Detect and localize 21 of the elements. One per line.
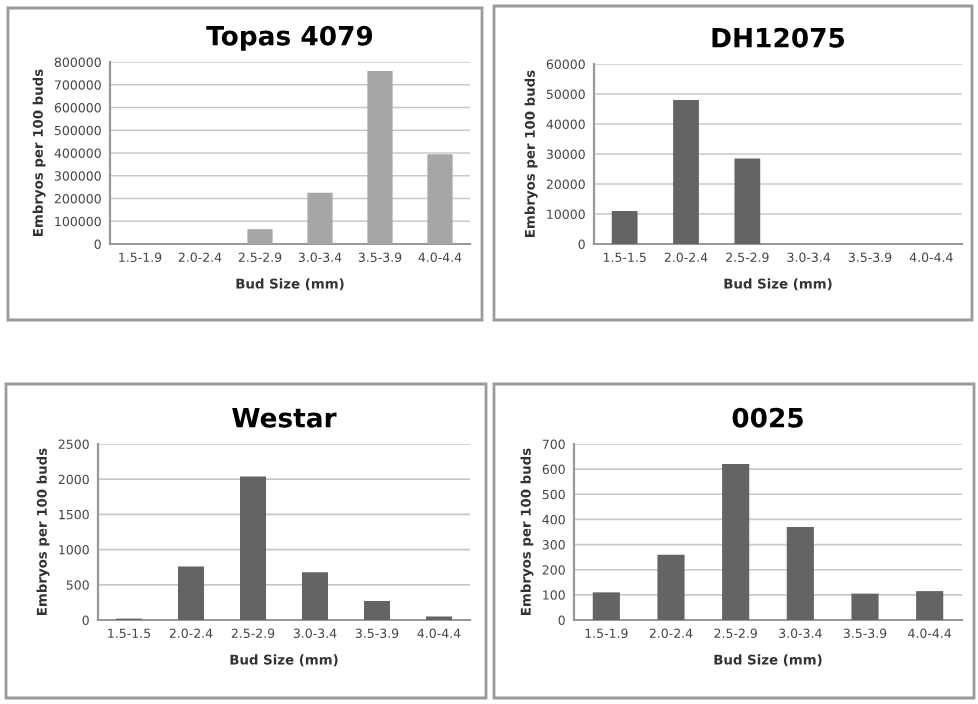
bar <box>239 476 267 620</box>
bar <box>363 600 391 620</box>
bar <box>734 158 761 244</box>
chart-title: 0025 <box>732 407 803 428</box>
bar <box>307 192 333 244</box>
bar <box>592 592 620 620</box>
bar <box>301 572 329 620</box>
bar <box>916 591 944 620</box>
bar <box>427 154 453 244</box>
chart-title: DH12075 <box>712 27 845 48</box>
bar <box>851 593 879 620</box>
bar <box>722 464 750 620</box>
chart-title: Topas 4079 <box>206 25 373 51</box>
bar <box>247 229 273 244</box>
bar <box>611 211 638 244</box>
bar <box>673 100 699 244</box>
bar <box>786 526 814 620</box>
bar <box>367 71 393 244</box>
bar <box>177 566 205 620</box>
bar <box>657 554 685 620</box>
chart-title: Westar <box>232 408 337 428</box>
